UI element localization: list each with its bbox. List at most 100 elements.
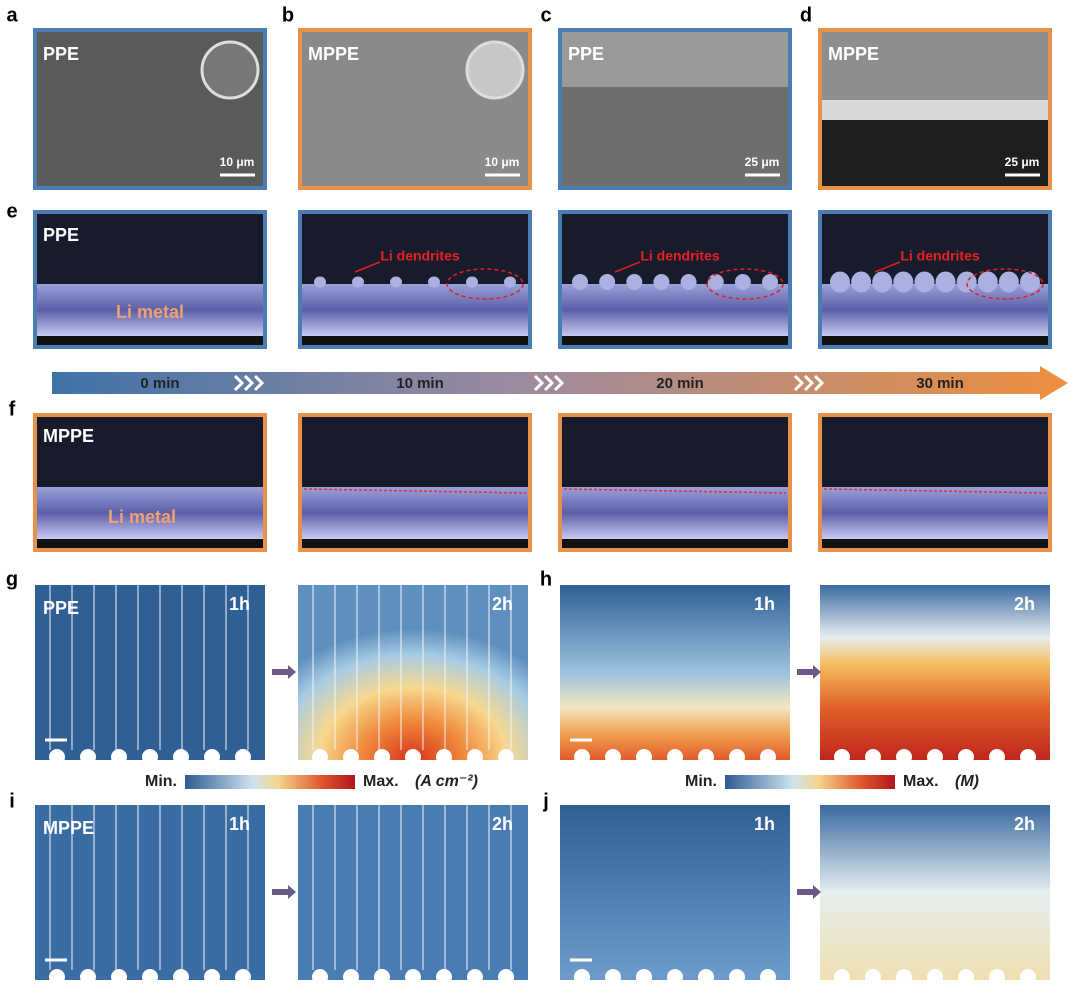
panel-letter: e: [6, 200, 17, 222]
bump: [80, 969, 96, 985]
li-layer: [37, 487, 263, 539]
dendrite: [851, 271, 872, 293]
bump: [49, 969, 65, 985]
bump: [142, 969, 158, 985]
bump: [574, 969, 590, 985]
panel-letter: f: [9, 398, 16, 420]
bump: [204, 749, 220, 765]
metal-label: Li metal: [108, 507, 176, 527]
dendrite: [956, 271, 977, 293]
bump: [49, 749, 65, 765]
arrow: [874, 261, 901, 273]
li-layer: [302, 284, 528, 336]
bump: [436, 969, 452, 985]
sim-map: [820, 585, 1050, 760]
bump: [729, 969, 745, 985]
substrate: [37, 336, 263, 345]
bump: [1020, 969, 1036, 985]
dendrite: [1020, 271, 1040, 293]
bump: [142, 749, 158, 765]
li-layer: [562, 487, 788, 539]
bump: [343, 749, 359, 765]
colorbar: [185, 775, 355, 789]
bump: [467, 969, 483, 985]
substrate: [302, 336, 528, 345]
panel-letter: b: [282, 4, 294, 26]
substrate: [37, 539, 263, 548]
panel-label: MPPE: [308, 44, 359, 64]
bump: [636, 749, 652, 765]
panel-label: PPE: [43, 225, 79, 245]
sim-map: [560, 805, 790, 980]
bump: [760, 969, 776, 985]
dendrite-circle: [706, 268, 784, 300]
chevron: [233, 374, 245, 392]
bump: [467, 749, 483, 765]
dendrite: [893, 271, 914, 293]
bump: [989, 749, 1005, 765]
dendrite-circle: [446, 268, 524, 300]
panel-letter: c: [540, 4, 551, 26]
bump: [343, 969, 359, 985]
dendrite: [680, 274, 697, 290]
time-label: 30 min: [916, 375, 964, 392]
bump: [667, 749, 683, 765]
panel-letter: a: [6, 4, 18, 26]
panel-letter: j: [542, 790, 549, 812]
inset-photo: [200, 40, 260, 100]
chevron: [253, 374, 265, 392]
chevron: [813, 374, 825, 392]
substrate: [562, 539, 788, 548]
chevron: [543, 374, 555, 392]
dendrite: [935, 271, 956, 293]
bump: [405, 749, 421, 765]
chevron: [533, 374, 545, 392]
time-label: 2h: [492, 594, 513, 614]
bump: [729, 749, 745, 765]
bump: [698, 969, 714, 985]
time-label: 0 min: [140, 375, 179, 392]
bump: [760, 749, 776, 765]
panel-label: MPPE: [43, 818, 94, 838]
time-label: 2h: [492, 814, 513, 834]
li-layer: [302, 487, 528, 539]
bump: [896, 749, 912, 765]
substrate: [822, 336, 1048, 345]
dendrite: [653, 274, 670, 290]
scale-label: 10 μm: [485, 155, 520, 169]
dendrite: [872, 271, 893, 293]
time-label: 1h: [229, 814, 250, 834]
sem-top: [822, 32, 1048, 100]
interface-line: [303, 488, 527, 494]
time-label: 10 min: [396, 375, 444, 392]
sem-top: [562, 32, 788, 87]
bump: [958, 749, 974, 765]
bump: [834, 969, 850, 985]
bump: [1020, 749, 1036, 765]
colorbar: [725, 775, 895, 789]
sem-cross: [562, 87, 788, 186]
panel-letter: i: [9, 790, 15, 812]
bump: [235, 749, 251, 765]
dendrite: [314, 276, 326, 288]
bump: [111, 969, 127, 985]
bump: [605, 969, 621, 985]
sim-map: [560, 585, 790, 760]
li-layer: [562, 284, 788, 336]
interface-line: [823, 488, 1047, 494]
bump: [865, 749, 881, 765]
dendrite-label: Li dendrites: [380, 248, 460, 264]
dendrite-label: Li dendrites: [900, 248, 980, 264]
scale-label: 25 μm: [1005, 155, 1040, 169]
substrate: [302, 539, 528, 548]
dendrite-circle: [966, 268, 1044, 300]
dendrite: [626, 274, 643, 290]
bump: [667, 969, 683, 985]
substrate: [822, 539, 1048, 548]
bump: [605, 749, 621, 765]
panel-label: PPE: [43, 44, 79, 64]
bump: [374, 969, 390, 985]
dendrite: [466, 276, 478, 288]
arrow: [614, 261, 641, 273]
sim-map: [35, 805, 265, 980]
